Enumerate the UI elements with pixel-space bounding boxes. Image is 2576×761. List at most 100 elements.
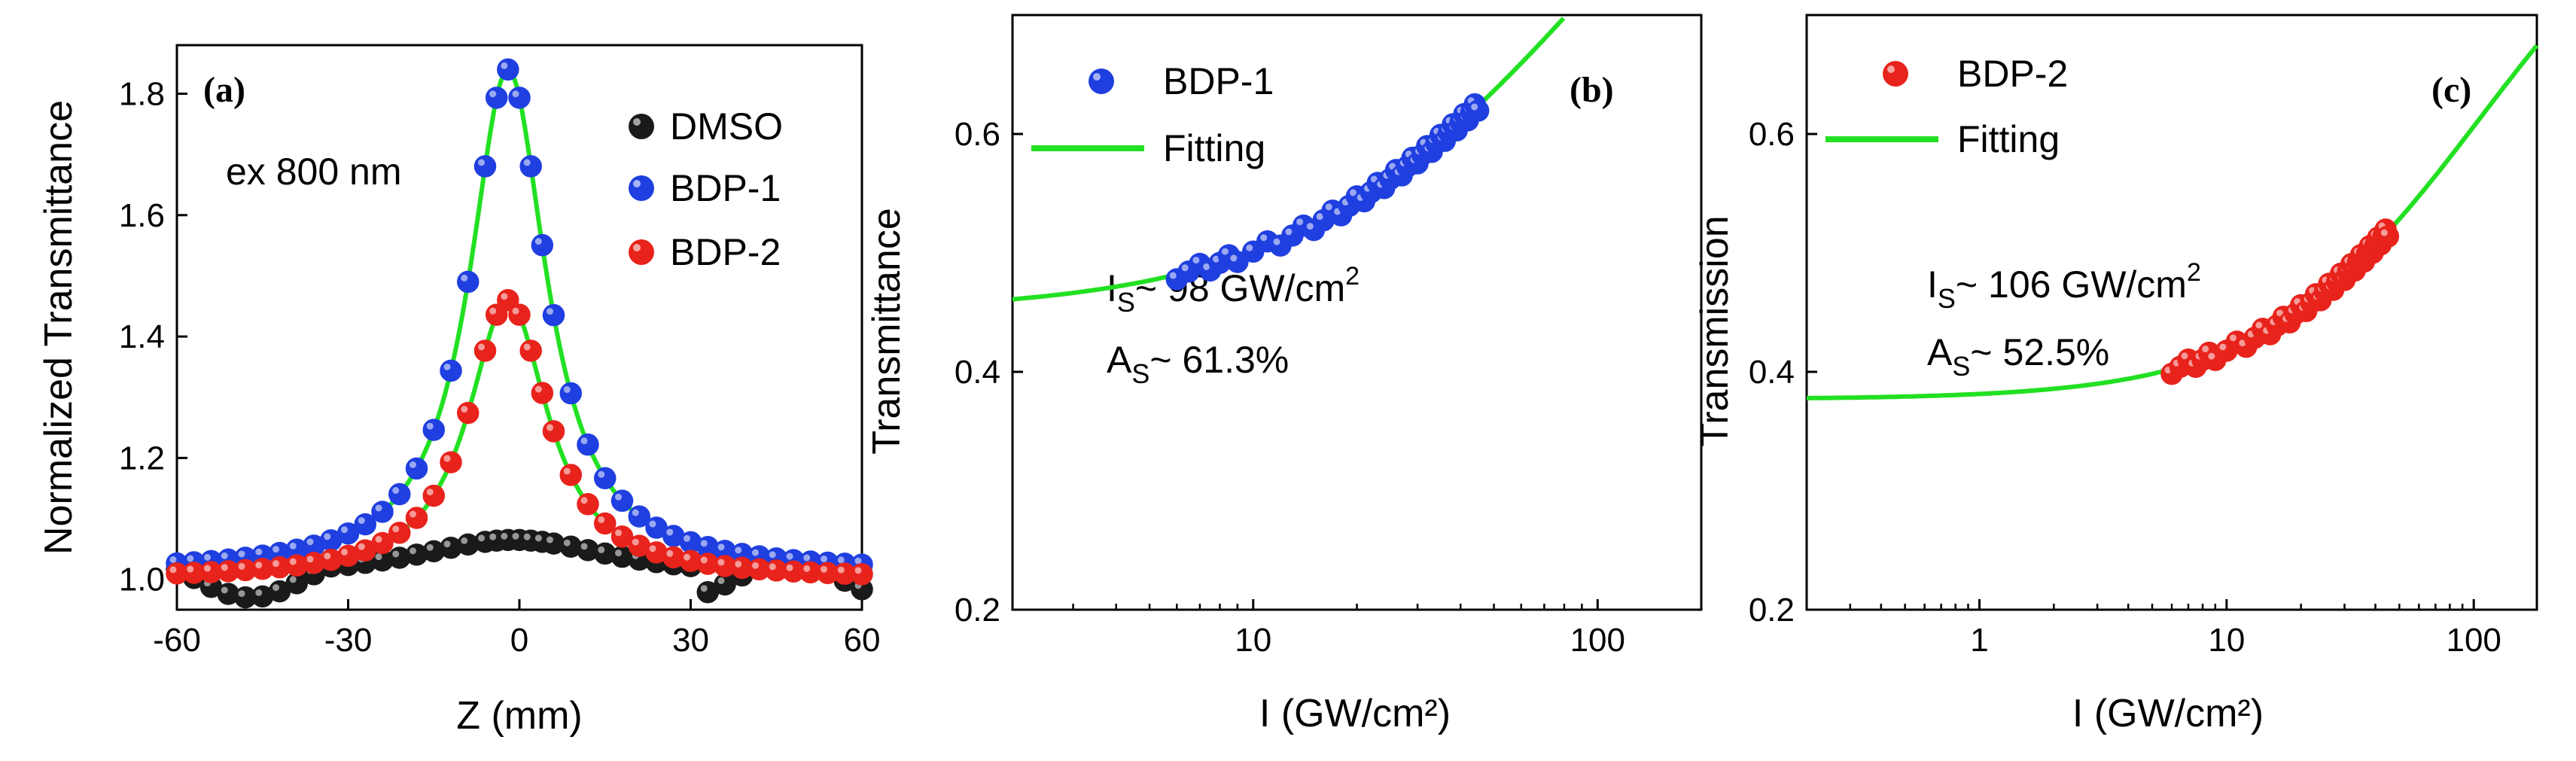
legend-label-bdp2: BDP-2 — [670, 231, 781, 273]
legend-marker-highlight — [633, 118, 641, 126]
y-tick-label: 1.4 — [119, 318, 165, 355]
panel-c: (c) I (GW/cm²) Transmission IS~ 106 GW/c… — [1693, 14, 2539, 735]
data-point-bdp-2-highlight — [306, 556, 314, 563]
data-point-bdp-2 — [531, 382, 554, 404]
data-point-dmso-highlight — [615, 549, 622, 557]
data-point-bdp-1-body — [440, 359, 462, 382]
data-point-bdp-1-highlight — [1192, 257, 1200, 264]
data-point-bdp-1-body — [1466, 99, 1490, 122]
x-tick-label: 30 — [672, 622, 709, 659]
data-point-bdp-1-highlight — [717, 543, 725, 551]
data-point-bdp-2-highlight — [2255, 321, 2263, 329]
data-point-bdp-2-highlight — [717, 559, 725, 566]
data-point-bdp-1-body — [531, 233, 554, 257]
data-point-bdp-1 — [1226, 251, 1249, 273]
data-point-bdp-1-highlight — [786, 552, 793, 560]
data-point-bdp-1 — [1466, 99, 1490, 122]
data-point-bdp-2-highlight — [615, 529, 622, 537]
data-point-bdp-2 — [799, 561, 822, 584]
data-point-bdp-1-body — [422, 419, 445, 441]
data-point-bdp-1-highlight — [649, 520, 656, 528]
data-point-bdp-1 — [594, 467, 617, 490]
legend-marker-highlight — [633, 244, 641, 251]
panel-b-points — [1165, 93, 1490, 291]
data-point-bdp-1-highlight — [426, 422, 434, 430]
data-point-bdp-1-highlight — [238, 550, 245, 558]
data-point-bdp-1 — [508, 87, 531, 109]
data-point-bdp-1-highlight — [1325, 203, 1332, 211]
data-point-bdp-2-body — [531, 382, 554, 404]
data-point-dmso-highlight — [289, 576, 297, 583]
y-tick-label: 1.6 — [119, 197, 165, 234]
data-point-dmso — [268, 580, 291, 603]
data-point-bdp-2 — [748, 558, 771, 581]
data-point-bdp-1-body — [485, 87, 508, 109]
data-point-bdp-1-highlight — [632, 509, 639, 516]
panel-a-legend: DMSO BDP-1 BDP-2 — [629, 105, 783, 273]
data-point-dmso-highlight — [255, 589, 263, 596]
panel-a: (a) Z (mm) Normalized Transmittance ex 8… — [37, 44, 881, 738]
data-point-bdp-1-body — [594, 467, 617, 490]
data-point-bdp-2-highlight — [769, 563, 776, 571]
data-point-bdp-1-highlight — [684, 534, 690, 542]
data-point-bdp-2 — [440, 451, 462, 473]
data-point-bdp-1 — [285, 538, 308, 562]
data-point-bdp-1-highlight — [187, 555, 194, 562]
data-point-bdp-1 — [645, 516, 668, 539]
data-point-bdp-2 — [303, 552, 325, 574]
data-point-bdp-2-highlight — [375, 535, 382, 543]
data-point-bdp-1-highlight — [1260, 234, 1268, 242]
data-point-bdp-1-highlight — [512, 90, 519, 98]
data-point-bdp-2 — [497, 288, 519, 312]
data-point-bdp-2-highlight — [2239, 339, 2246, 347]
data-point-bdp-1-highlight — [341, 526, 348, 534]
data-point-bdp-2-body — [542, 420, 565, 443]
data-point-bdp-1-body — [405, 457, 428, 480]
data-point-bdp-1 — [628, 505, 650, 528]
data-point-bdp-1-highlight — [1471, 103, 1478, 111]
data-point-bdp-2-highlight — [752, 562, 759, 569]
panel-c-is-annotation: IS~ 106 GW/cm2 — [1927, 258, 2201, 314]
data-point-bdp-2 — [422, 484, 445, 507]
data-point-bdp-2-highlight — [273, 560, 279, 568]
y-tick-label: 1.8 — [119, 76, 165, 113]
data-point-dmso-highlight — [501, 532, 508, 540]
data-point-bdp-2-highlight — [358, 543, 365, 550]
data-point-bdp-2-highlight — [2219, 343, 2227, 351]
data-point-bdp-2-highlight — [534, 385, 542, 393]
data-point-bdp-1 — [336, 522, 360, 545]
data-point-bdp-1-highlight — [1350, 189, 1357, 196]
data-point-bdp-1 — [440, 359, 462, 382]
data-point-bdp-2-highlight — [478, 343, 485, 351]
x-tick-label: 0 — [510, 622, 528, 659]
data-point-bdp-2-highlight — [426, 489, 434, 496]
data-point-bdp-2-body — [559, 464, 582, 486]
data-point-bdp-1-body — [577, 433, 599, 456]
y-tick-label: 1.2 — [119, 440, 165, 476]
data-point-bdp-2-highlight — [666, 549, 674, 557]
data-point-bdp-1-highlight — [221, 552, 228, 559]
data-point-bdp-1-body — [542, 303, 565, 327]
data-point-bdp-1-highlight — [478, 159, 485, 166]
data-point-bdp-1-highlight — [1370, 175, 1378, 183]
panel-b-fits — [1012, 17, 1566, 302]
data-point-bdp-2-highlight — [238, 562, 245, 570]
data-point-bdp-2-highlight — [2208, 352, 2215, 360]
data-point-bdp-2-highlight — [523, 343, 531, 351]
data-point-dmso — [577, 539, 599, 562]
data-point-bdp-1-highlight — [273, 546, 279, 553]
data-point-bdp-1-highlight — [1296, 218, 1304, 226]
panel-a-ticks: -60 -30 0 30 60 1.0 1.2 1.4 1.6 1.8 — [119, 76, 881, 659]
panel-c-label: (c) — [2431, 70, 2471, 110]
data-point-bdp-2-highlight — [489, 307, 497, 315]
data-point-bdp-2 — [388, 522, 411, 544]
data-point-bdp-1 — [422, 419, 445, 441]
data-point-bdp-2-highlight — [392, 525, 400, 533]
data-point-dmso-highlight — [523, 533, 531, 540]
legend-label-fitting: Fitting — [1957, 118, 2060, 160]
data-point-dmso-highlight — [443, 540, 451, 548]
data-point-bdp-1 — [519, 155, 542, 178]
data-point-bdp-2-highlight — [2202, 345, 2209, 353]
data-point-bdp-1 — [371, 501, 394, 523]
legend-label-fitting: Fitting — [1163, 127, 1265, 169]
